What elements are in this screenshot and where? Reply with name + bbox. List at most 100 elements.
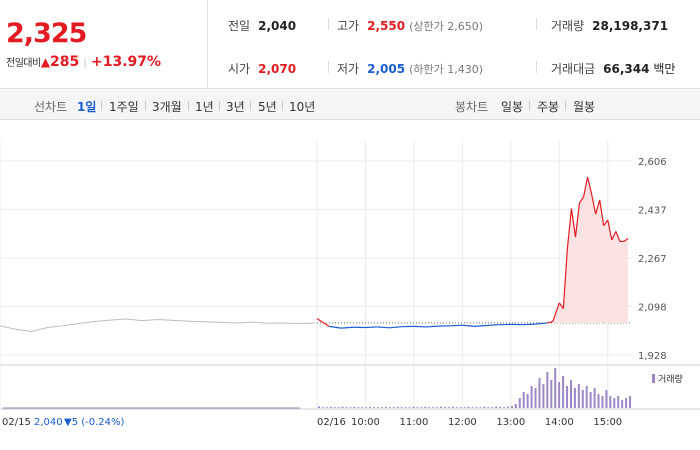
high-value: 2,550	[367, 19, 406, 33]
divider	[219, 101, 220, 111]
trade-amount: 거래대금 66,344 백만	[551, 60, 675, 77]
price-line-down	[474, 324, 487, 327]
divider	[145, 101, 146, 111]
prev-close-value: 2,040	[258, 19, 297, 33]
price-line-up	[574, 202, 581, 238]
current-price: 2,325	[6, 18, 87, 49]
x-tick-label: 15:00	[593, 417, 622, 428]
change-percent: +13.97%	[91, 54, 162, 70]
open-value: 2,070	[258, 62, 297, 76]
low-label: 저가	[337, 62, 360, 76]
time-axis: 02/15 2,040 ▼5 (-0.24%) 02/16 10:00 11:00…	[2, 417, 622, 428]
price-line-up	[582, 176, 589, 198]
low-value: 2,005	[367, 62, 406, 76]
prev-day-change: ▼5 (-0.24%)	[64, 417, 125, 428]
divider: |	[83, 56, 87, 69]
x-tick-label: 13:00	[496, 417, 525, 428]
tab-1day[interactable]: 1일	[77, 100, 97, 114]
divider	[328, 61, 329, 73]
volume-legend: 거래량	[652, 373, 683, 385]
x-tick-label: 14:00	[545, 417, 574, 428]
change-value: 285	[50, 54, 80, 70]
low-price: 저가 2,005 (하한가 1,430)	[337, 60, 483, 77]
tab-10year[interactable]: 10년	[289, 100, 316, 114]
price-line-up	[566, 208, 573, 249]
volume-chart	[3, 368, 632, 409]
price-line-down	[413, 325, 427, 328]
open-label: 시가	[228, 62, 251, 76]
divider	[188, 101, 189, 111]
volume-label: 거래량	[551, 19, 585, 33]
x-tick-label: 11:00	[400, 417, 429, 428]
price-line-down	[450, 324, 463, 327]
y-tick-label: 2,267	[638, 254, 667, 265]
tab-3year[interactable]: 3년	[226, 100, 245, 114]
amount-value: 66,344	[603, 62, 650, 76]
lower-limit: (하한가 1,430)	[409, 63, 483, 76]
price-line-up	[591, 194, 597, 215]
price-axis: 2,606 2,437 2,267 2,098 1,928	[638, 157, 667, 362]
price-line-down	[329, 325, 342, 329]
upper-limit: (상한가 2,650)	[409, 20, 483, 33]
tab-3month[interactable]: 3개월	[152, 100, 182, 114]
tab-1year[interactable]: 1년	[195, 100, 214, 114]
price-line-up	[603, 219, 609, 227]
price-line-up	[547, 320, 553, 324]
prev-day-line	[0, 318, 316, 333]
change-label: 전일대비	[6, 58, 41, 69]
price-line-up	[586, 176, 593, 195]
price-line-down	[486, 324, 499, 327]
price-line-up	[552, 302, 560, 322]
price-line-down	[389, 326, 402, 329]
divider	[101, 101, 102, 111]
x-tick-label: 10:00	[351, 417, 380, 428]
intraday-price-chart[interactable]: 2,606 2,437 2,267 2,098 1,928 02/15 2,040 ▼5…	[0, 120, 700, 450]
today-date: 02/16	[317, 417, 346, 428]
divider	[565, 101, 566, 111]
price-line-up	[562, 248, 568, 309]
y-tick-label: 2,606	[638, 157, 667, 168]
price-line-up	[615, 231, 621, 242]
price-line-down	[462, 324, 475, 327]
tab-1week[interactable]: 1주일	[109, 100, 139, 114]
price-line-down	[377, 326, 390, 329]
price-line-up	[570, 208, 577, 238]
quote-header: 2,325 전일대비▲285 | +13.97% 전일 2,040 고가 2,550 (상…	[0, 0, 700, 89]
divider	[282, 101, 283, 111]
price-change: 전일대비▲285 | +13.97%	[6, 54, 161, 70]
prev-close: 전일 2,040	[228, 17, 296, 34]
x-tick-label: 12:00	[448, 417, 477, 428]
price-box: 2,325 전일대비▲285 | +13.97%	[0, 0, 208, 89]
tab-5year[interactable]: 5년	[258, 100, 277, 114]
chart-series	[0, 176, 632, 333]
price-line-down	[535, 322, 548, 325]
price-line-up	[595, 199, 601, 215]
y-tick-label: 2,437	[638, 205, 667, 216]
volume-value: 28,198,371	[592, 19, 669, 33]
divider	[250, 101, 251, 111]
open-price: 시가 2,070	[228, 60, 296, 77]
tab-weekly-candle[interactable]: 주봉	[537, 100, 560, 114]
divider	[536, 61, 537, 73]
chart-grid	[0, 140, 700, 410]
price-line-down	[365, 326, 378, 329]
high-price: 고가 2,550 (상한가 2,650)	[337, 17, 483, 34]
tab-monthly-candle[interactable]: 월봉	[573, 100, 596, 114]
y-tick-label: 1,928	[638, 351, 667, 362]
tab-daily-candle[interactable]: 일봉	[501, 100, 524, 114]
prev-day-date: 02/15	[2, 417, 31, 428]
prev-day-close: 2,040	[34, 417, 63, 428]
volume-legend-swatch	[652, 374, 655, 383]
price-line-down	[522, 323, 536, 326]
price-line-down	[425, 325, 439, 328]
divider	[529, 101, 530, 111]
price-line-up	[316, 318, 330, 327]
up-triangle-icon: ▲	[40, 55, 51, 69]
chart-period-tabs: 선차트 1일 1주일 3개월 1년 3년 5년 10년 봉차트 일봉 주봉 월봉	[0, 90, 700, 120]
amount-unit: 백만	[653, 62, 676, 76]
volume-legend-label: 거래량	[658, 373, 683, 385]
price-line-up	[579, 196, 585, 204]
high-label: 고가	[337, 19, 360, 33]
volume: 거래량 28,198,371	[551, 17, 668, 34]
price-line-up	[599, 199, 605, 226]
